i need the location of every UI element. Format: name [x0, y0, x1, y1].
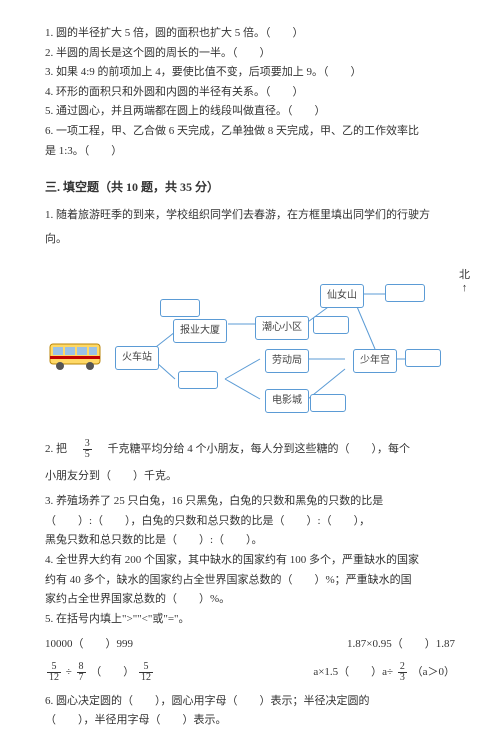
fill-q6a: 6. 圆心决定圆的（ ），圆心用字母（ ）表示；半径决定圆的 — [45, 693, 455, 711]
math-2b-tail: （a＞0） — [412, 666, 455, 678]
judge-q6a: 6. 一项工程，甲、乙合做 6 天完成，乙单独做 8 天完成，甲、乙的工作效率比 — [45, 123, 455, 141]
fill-q2b: 千克糖平均分给 4 个小朋友，每人分到这些糖的（ ），每个 — [97, 443, 411, 455]
fill-q1a: 1. 随着旅游旺季的到来，学校组织同学们去春游，在方框里填出同学们的行驶方 — [45, 207, 455, 225]
math-row-1: 10000（ ）999 1.87×0.95（ ）1.87 — [45, 636, 455, 654]
math-2a-tail: （ ） — [90, 666, 134, 678]
fill-q4c: 家约占全世界国家总数的（ ）%。 — [45, 591, 455, 609]
section3-title: 三. 填空题（共 10 题，共 35 分） — [45, 178, 455, 197]
fill-q2c: 小朋友分到（ ）千克。 — [45, 468, 455, 486]
frac2c-d: 12 — [139, 673, 153, 683]
math-2b-text: a×1.5（ ）a÷ — [313, 666, 393, 678]
node-shaonian: 少年宫 — [353, 349, 397, 373]
diagram-connectors — [60, 264, 440, 419]
frac2d-d: 3 — [398, 673, 407, 683]
empty-node-3 — [313, 316, 349, 334]
frac1-n: 3 — [83, 439, 92, 450]
empty-node-1 — [385, 284, 425, 302]
empty-node-4 — [405, 349, 441, 367]
judge-q5: 5. 通过圆心，并且两端都在圆上的线段叫做直径。（ ） — [45, 103, 455, 121]
math-2a: 5 12 ÷ 8 7 （ ） 5 12 — [45, 662, 155, 683]
node-dianying: 电影城 — [265, 389, 309, 413]
fill-q4a: 4. 全世界大约有 200 个国家，其中缺水的国家约有 100 多个，严重缺水的… — [45, 552, 455, 570]
frac2c: 5 12 — [139, 662, 153, 683]
math-1b: 1.87×0.95（ ）1.87 — [347, 636, 455, 654]
frac2a-d: 12 — [47, 673, 61, 683]
judge-q2: 2. 半圆的周长是这个圆的周长的一半。（ ） — [45, 45, 455, 63]
math-row-2: 5 12 ÷ 8 7 （ ） 5 12 a×1.5（ ）a÷ 2 3 （a＞0） — [45, 662, 455, 683]
bus-icon — [45, 339, 110, 374]
frac-3-5: 3 5 — [83, 439, 92, 460]
route-diagram: 北↑ 仙女山 报业大厦 潮心小区 火车站 劳动局 少年宫 电影城 — [60, 264, 440, 419]
frac2a: 5 12 — [47, 662, 61, 683]
judge-q1: 1. 圆的半径扩大 5 倍，圆的面积也扩大 5 倍。（ ） — [45, 25, 455, 43]
fill-q3c: 黑兔只数和总只数的比是（ ）:（ ）。 — [45, 532, 455, 550]
north-indicator: 北↑ — [459, 269, 470, 295]
judge-q3: 3. 如果 4:9 的前项加上 4，要使比值不变，后项要加上 9。（ ） — [45, 64, 455, 82]
fill-q1b: 向。 — [45, 231, 455, 249]
frac1-d: 5 — [83, 450, 92, 460]
node-huoche: 火车站 — [115, 346, 159, 370]
node-chaoxin: 潮心小区 — [255, 316, 309, 340]
math-2b: a×1.5（ ）a÷ 2 3 （a＞0） — [313, 662, 455, 683]
judge-q6b: 是 1:3。（ ） — [45, 143, 455, 161]
judge-q4: 4. 环形的面积只和外圆和内圆的半径有关系。（ ） — [45, 84, 455, 102]
empty-node-2 — [160, 299, 200, 317]
fill-q4b: 约有 40 多个，缺水的国家约占全世界国家总数的（ ）%；严重缺水的国 — [45, 572, 455, 590]
node-baoye: 报业大厦 — [173, 319, 227, 343]
node-xiannv: 仙女山 — [320, 284, 364, 308]
fill-q3a: 3. 养殖场养了 25 只白兔，16 只黑兔，白兔的只数和黑兔的只数的比是 — [45, 493, 455, 511]
empty-node-5 — [178, 371, 218, 389]
math-1a: 10000（ ）999 — [45, 636, 133, 654]
frac2d: 2 3 — [398, 662, 407, 683]
fill-q6b: （ ），半径用字母（ ）表示。 — [45, 712, 455, 730]
fill-q3b: （ ）:（ ），白兔的只数和总只数的比是（ ）:（ ）， — [45, 513, 455, 531]
fill-q2-line1: 2. 把 3 5 千克糖平均分给 4 个小朋友，每人分到这些糖的（ ），每个 — [45, 439, 455, 460]
frac2b-d: 7 — [77, 673, 86, 683]
fill-q5: 5. 在括号内填上">""<"或"="。 — [45, 611, 455, 629]
node-laodong: 劳动局 — [265, 349, 309, 373]
frac2b: 8 7 — [77, 662, 86, 683]
empty-node-6 — [310, 394, 346, 412]
fill-q2a: 2. 把 — [45, 443, 78, 455]
